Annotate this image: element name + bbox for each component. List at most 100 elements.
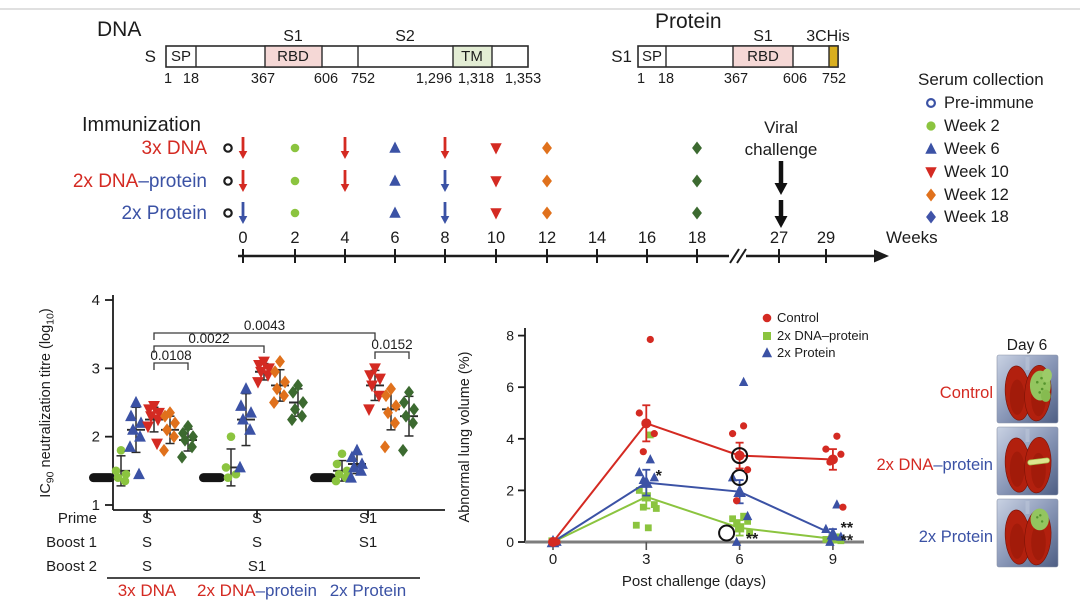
dose-value: S: [252, 510, 262, 527]
dose-arrow-icon-head: [238, 216, 248, 224]
neut-y-axis-label: IC90 neutralization titre (log10): [38, 308, 57, 497]
lung-legend-label: 2x Protein: [777, 345, 836, 360]
data-point-square: [639, 503, 647, 511]
weeks-axis-arrowhead-icon: [874, 249, 889, 263]
significance-stars: *: [656, 468, 663, 485]
data-point-square: [650, 501, 658, 508]
scatter-point-triangle-down: [253, 359, 265, 372]
protein-position-numbers: 1 18 367 606 752: [637, 71, 846, 87]
scatter-point-diamond: [177, 450, 187, 464]
data-point-triangle-up: [825, 536, 835, 546]
dna-position-number: 606: [314, 71, 338, 87]
label-part: 3x DNA: [118, 581, 177, 600]
dna-position-number: 18: [183, 71, 199, 87]
protein-position-number: 606: [783, 71, 807, 87]
pre-immune-cluster: [89, 473, 115, 483]
lesion-region: [1027, 457, 1050, 466]
trachea-shape: [1025, 429, 1030, 442]
scatter-point-triangle-up: [345, 470, 357, 483]
scatter-point-circle: [113, 473, 123, 482]
label-part: 2x Protein: [330, 581, 407, 600]
lung-x-tick-label: 9: [829, 551, 837, 568]
scatter-point-triangle-down: [145, 411, 157, 423]
lung-y-tick-label: 4: [506, 431, 514, 447]
weeks-unit-label: Weeks: [886, 228, 938, 247]
scatter-point-diamond: [398, 443, 408, 457]
dose-row-label: Prime: [58, 510, 97, 527]
week-tick-label: 12: [538, 229, 556, 247]
neut-group: [89, 395, 198, 487]
immunization-row: 3x DNA: [142, 137, 702, 159]
lesion-region: [1040, 389, 1051, 402]
scatter-point-triangle-down: [262, 370, 274, 382]
neut-y-tick-label: 4: [92, 292, 100, 309]
timeline-diamond-icon: [692, 206, 702, 220]
dose-value: S1: [359, 534, 377, 551]
protein-title: Protein: [655, 10, 722, 33]
scatter-point-circle: [121, 469, 131, 479]
lung-series-triangle-up: [546, 376, 846, 548]
scatter-point-triangle-up: [125, 409, 137, 422]
dna-bar: [165, 45, 529, 68]
scatter-point-circle: [120, 476, 130, 486]
scatter-point-triangle-up: [127, 423, 139, 435]
axis-break-mask: [729, 248, 746, 264]
serum-legend-item: Week 10: [925, 163, 1009, 181]
data-point-square: [652, 505, 660, 512]
series-line: [552, 495, 834, 543]
data-point-square: [644, 524, 652, 532]
dna-sp-label: SP: [171, 48, 191, 65]
lung-legend-label: 2x DNA–protein: [777, 328, 869, 343]
scatter-point-circle: [226, 432, 236, 441]
protein-chain-label: S1: [611, 47, 632, 66]
timeline-open-circle-icon: [223, 143, 233, 153]
timeline-triangle-down-icon: [490, 208, 502, 220]
right-lung-lobe: [1024, 436, 1052, 494]
dna-tm-label: TM: [461, 48, 483, 65]
label-part: 2x DNA: [877, 456, 934, 474]
week-tick-label: 4: [340, 229, 349, 247]
scatter-point-diamond: [270, 365, 280, 379]
timeline-triangle-up-icon: [389, 141, 401, 153]
data-point-circle: [729, 430, 737, 438]
scatter-point-diamond: [380, 440, 390, 454]
data-point-square: [632, 521, 640, 529]
data-point-circle: [740, 422, 748, 430]
data-point-triangle-up: [742, 510, 753, 521]
week-tick-label: 14: [588, 229, 606, 247]
pvalue-label: 0.0108: [150, 348, 191, 363]
scatter-point-triangle-up: [356, 457, 368, 469]
dose-value: S: [142, 558, 152, 575]
scatter-point-diamond: [170, 416, 180, 430]
data-point-square: [646, 431, 654, 439]
serum-legend-label: Week 18: [944, 208, 1009, 226]
week-tick-label: 6: [390, 229, 399, 247]
dose-arrow-icon-head: [340, 151, 350, 159]
week-tick-label: 27: [770, 229, 788, 247]
protein-3chis-label: 3CHis: [806, 28, 850, 45]
viral-challenge-arrow-icon-head: [774, 183, 788, 195]
data-point-square: [746, 529, 753, 537]
scatter-point-triangle-down: [373, 390, 385, 403]
serum-diamond-icon: [926, 210, 936, 224]
scatter-point-circle: [221, 463, 231, 472]
viral-challenge-label-line2: challenge: [745, 140, 818, 159]
axis-break-icon: [736, 248, 747, 264]
dna-position-number: 1,318: [458, 71, 494, 87]
lesion-speckle: [1035, 380, 1039, 384]
legend-circle-icon: [762, 313, 772, 323]
scatter-point-triangle-up: [244, 423, 256, 435]
dose-value: S: [142, 510, 152, 527]
scatter-point-triangle-up: [245, 406, 257, 418]
label-part: 2x Protein: [121, 203, 207, 224]
ct-row: Control: [940, 354, 1059, 424]
series-line: [552, 481, 834, 543]
scatter-point-triangle-up: [134, 430, 146, 442]
lung-x-axis-label: Post challenge (days): [622, 573, 766, 590]
mean-point-circle: [827, 454, 838, 465]
dose-arrow-icon-head: [440, 184, 450, 192]
protein-position-number: 752: [822, 71, 846, 87]
